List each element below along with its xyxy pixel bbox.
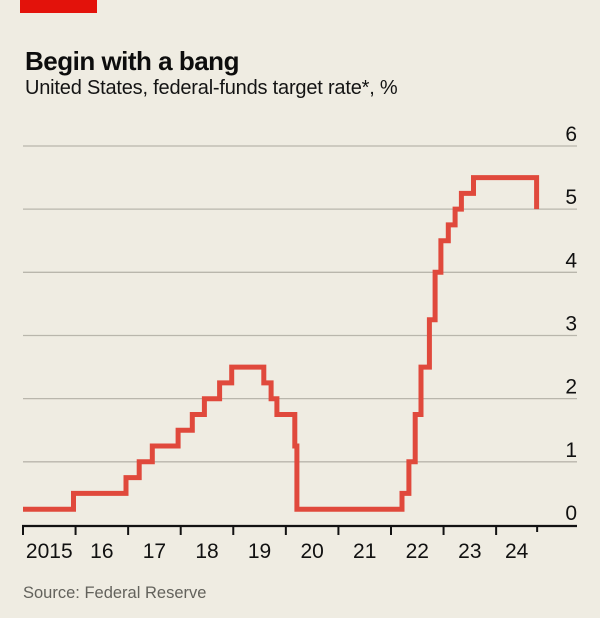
economist-red-tag xyxy=(20,0,97,13)
chart-title: Begin with a bang xyxy=(25,46,239,77)
y-tick-label: 5 xyxy=(565,186,577,209)
chart-subtitle: United States, federal-funds target rate… xyxy=(25,77,398,99)
x-tick-label: 22 xyxy=(406,540,429,563)
x-tick-label: 17 xyxy=(143,540,166,563)
x-tick-label: 16 xyxy=(90,540,113,563)
x-tick-label: 23 xyxy=(458,540,481,563)
x-tick-label: 2015 xyxy=(26,540,73,563)
x-tick-label: 20 xyxy=(300,540,323,563)
x-tick-label: 18 xyxy=(195,540,218,563)
x-tick-label: 19 xyxy=(248,540,271,563)
rate-line xyxy=(23,175,540,512)
y-tick-label: 6 xyxy=(565,123,577,146)
source-note: Source: Federal Reserve xyxy=(23,584,207,602)
y-tick-label: 1 xyxy=(565,439,577,462)
x-tick-label: 21 xyxy=(353,540,376,563)
y-tick-label: 2 xyxy=(565,376,577,399)
y-tick-label: 0 xyxy=(565,502,577,525)
x-tick-label: 24 xyxy=(505,540,529,563)
y-tick-label: 4 xyxy=(565,249,577,272)
y-tick-label: 3 xyxy=(565,312,577,335)
